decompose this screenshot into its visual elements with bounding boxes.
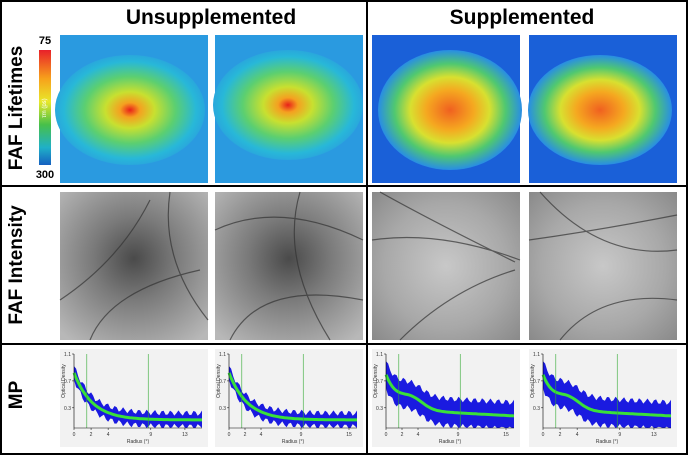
- y-tick-label: 1.1: [533, 352, 540, 358]
- x-tick-label: 9: [300, 432, 303, 438]
- row-label: MP: [6, 380, 27, 409]
- column-header: Unsupplemented: [126, 6, 296, 29]
- x-tick-label: 13: [182, 432, 188, 438]
- od-envelope: [386, 361, 514, 428]
- y-tick-label: 0.7: [219, 379, 226, 385]
- x-tick-label: 2: [559, 432, 562, 438]
- x-tick-label: 4: [576, 432, 579, 438]
- x-tick-label: 0: [385, 432, 388, 438]
- y-axis-label: Optical Density: [373, 364, 379, 398]
- od-mean: [541, 374, 672, 418]
- y-tick-label: 1.1: [219, 352, 226, 358]
- x-tick-label: 0: [542, 432, 545, 438]
- y-tick-label: 0.7: [64, 379, 71, 385]
- row-label: FAF Lifetimes: [6, 46, 27, 171]
- x-tick-label: 4: [107, 432, 110, 438]
- x-axis-label: Radius (°): [596, 439, 619, 445]
- y-tick-label: 0.3: [533, 406, 540, 412]
- plot-panel: [215, 349, 363, 447]
- x-axis-label: Radius (°): [439, 439, 462, 445]
- x-tick-label: 4: [417, 432, 420, 438]
- y-tick-label: 0.3: [64, 406, 71, 412]
- colorbar-unit: τm (ps): [42, 98, 48, 117]
- x-tick-label: 0: [73, 432, 76, 438]
- od-mean: [72, 372, 202, 422]
- y-tick-label: 1.1: [64, 352, 71, 358]
- x-axis-label: Radius (°): [127, 439, 150, 445]
- od-envelope: [543, 361, 671, 428]
- y-axis-label: Optical Density: [216, 364, 222, 398]
- column-header: Supplemented: [450, 6, 595, 29]
- x-tick-label: 2: [90, 432, 93, 438]
- x-tick-label: 15: [503, 432, 509, 438]
- od-mean: [227, 372, 357, 422]
- colorbar-max: 75: [39, 35, 51, 47]
- x-tick-label: 13: [651, 432, 657, 438]
- y-tick-label: 0.3: [219, 406, 226, 412]
- x-tick-label: 15: [346, 432, 352, 438]
- x-tick-label: 2: [244, 432, 247, 438]
- y-tick-label: 0.7: [376, 379, 383, 385]
- y-axis-label: Optical Density: [530, 364, 536, 398]
- lifetime-images: [55, 35, 677, 183]
- x-tick-label: 2: [401, 432, 404, 438]
- y-tick-label: 0.3: [376, 406, 383, 412]
- od-mean: [384, 374, 515, 418]
- colorbar: [39, 50, 51, 165]
- x-axis-label: Radius (°): [282, 439, 305, 445]
- intensity-images: [59, 191, 678, 341]
- y-tick-label: 1.1: [376, 352, 383, 358]
- row-label: FAF Intensity: [6, 205, 27, 325]
- x-tick-label: 9: [618, 432, 621, 438]
- x-tick-label: 4: [260, 432, 263, 438]
- x-tick-label: 9: [457, 432, 460, 438]
- y-axis-label: Optical Density: [61, 364, 67, 398]
- x-tick-label: 9: [149, 432, 152, 438]
- y-tick-label: 0.7: [533, 379, 540, 385]
- x-tick-label: 0: [228, 432, 231, 438]
- colorbar-min: 300: [36, 169, 54, 181]
